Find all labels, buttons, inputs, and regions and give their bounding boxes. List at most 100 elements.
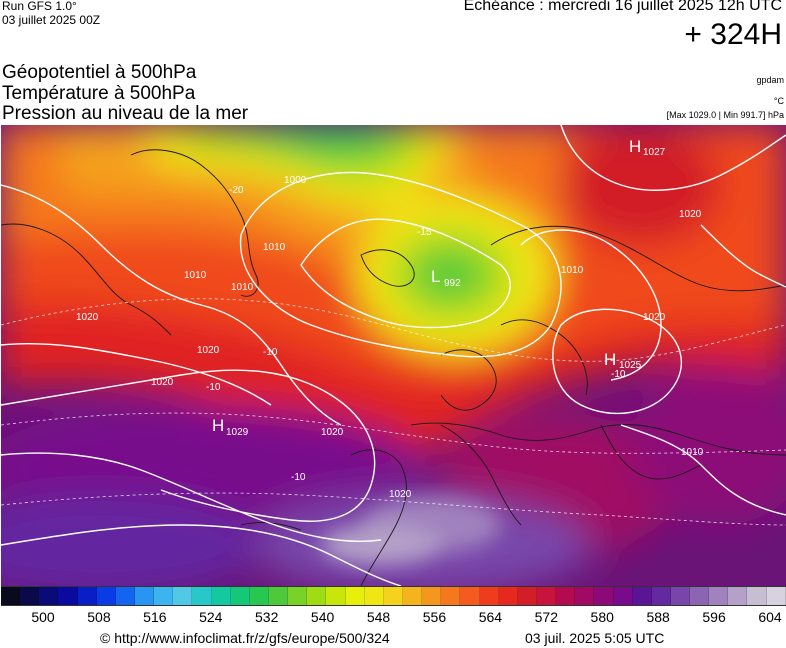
svg-text:H: H <box>629 137 641 156</box>
colorbar-swatch <box>460 587 480 605</box>
colorbar-swatch <box>422 587 442 605</box>
colorbar-swatch <box>690 587 710 605</box>
colorbar-tick-label: 572 <box>534 609 558 625</box>
isobar-label: 1020 <box>389 489 412 500</box>
isobars <box>1 125 786 586</box>
forecast-valid-time: Echéance : mercredi 16 juillet 2025 12h … <box>463 0 782 14</box>
isobar-label: 1020 <box>679 209 702 220</box>
isobar-label: 1020 <box>151 377 174 388</box>
colorbar-swatch <box>556 587 576 605</box>
isobar-label: 1010 <box>681 447 704 458</box>
colorbar-tick-label: 580 <box>590 609 614 625</box>
field-title-pressure: Pression au niveau de la mer <box>2 103 249 124</box>
colorbar-swatch <box>766 587 786 605</box>
isotherm-label: -10 <box>291 472 306 483</box>
colorbar-swatch <box>632 587 652 605</box>
colorbar-ticks: 500 508 516 524 532 540 548 556 564 572 580 588 596 6… <box>0 609 786 627</box>
unit-geopotential: gpdam <box>756 75 784 85</box>
field-title-geopotential: Géopotentiel à 500hPa <box>2 62 197 83</box>
colorbar-swatch <box>39 587 59 605</box>
svg-text:1029: 1029 <box>226 427 249 438</box>
isotherm-label: -10 <box>263 347 278 358</box>
colorbar-swatch <box>728 587 748 605</box>
colorbar-swatch <box>575 587 595 605</box>
colorbar-swatch <box>307 587 327 605</box>
footer-source-url[interactable]: © http://www.infoclimat.fr/z/gfs/europe/… <box>100 630 390 646</box>
isotherms <box>1 298 786 526</box>
svg-text:H: H <box>604 350 616 369</box>
isobar-label: 1010 <box>184 270 207 281</box>
colorbar-tick-label: 604 <box>758 609 782 625</box>
pressure-center-high-1025: H 1025 <box>604 350 642 371</box>
colorbar-swatch <box>479 587 499 605</box>
forecast-lead-time: + 324H <box>684 18 782 51</box>
isotherm-label: -15 <box>417 227 432 238</box>
colorbar-swatch <box>96 587 116 605</box>
isobar-label: 1010 <box>231 282 254 293</box>
colorbar-swatch <box>58 587 78 605</box>
svg-text:L: L <box>431 267 440 286</box>
colorbar-swatch <box>498 587 518 605</box>
colorbar-swatch <box>326 587 346 605</box>
isotherm-label: -10 <box>611 369 626 380</box>
colorbar-tick-label: 596 <box>702 609 726 625</box>
colorbar-swatch <box>594 587 614 605</box>
colorbar-swatch <box>192 587 212 605</box>
isobar-label: 1020 <box>643 312 666 323</box>
colorbar-swatch <box>747 587 767 605</box>
isotherm-label: -10 <box>206 382 221 393</box>
isotherm-label: -20 <box>229 185 244 196</box>
colorbar-swatch <box>288 587 308 605</box>
coastlines <box>1 149 786 586</box>
colorbar-tick-label: 548 <box>366 609 391 625</box>
colorbar-swatch <box>402 587 423 605</box>
isobar-label: 1020 <box>197 345 220 356</box>
field-title-temperature: Température à 500hPa <box>2 83 196 104</box>
isobar-label: 1020 <box>76 312 99 323</box>
weather-map: 1000 1010 1010 1010 1010 1020 1020 1020 … <box>1 125 786 586</box>
colorbar-tick-label: 508 <box>87 609 111 625</box>
pressure-extremes: [Max 1029.0 | Min 991.7] hPa <box>666 110 784 120</box>
isobar-label: 1020 <box>321 427 344 438</box>
pressure-center-low-992: L 992 <box>431 267 461 289</box>
run-label: Run GFS 1.0° <box>2 0 77 13</box>
colorbar-swatch <box>613 587 633 605</box>
isobar-label: 1010 <box>561 265 584 276</box>
colorbar-tick-label: 532 <box>255 609 279 625</box>
pressure-center-high-1027: H 1027 <box>629 137 666 158</box>
colorbar-swatch <box>154 587 174 605</box>
colorbar-swatch <box>383 587 403 605</box>
svg-text:992: 992 <box>444 278 461 289</box>
colorbar-tick-label: 516 <box>143 609 167 625</box>
colorbar-swatch <box>77 587 97 605</box>
colorbar-swatch <box>211 587 231 605</box>
colorbar-tick-label: 540 <box>310 609 335 625</box>
colorbar-swatch <box>249 587 269 605</box>
isobar-label: 1010 <box>263 242 286 253</box>
colorbar-swatch <box>651 587 671 605</box>
colorbar-swatch <box>268 587 289 605</box>
colorbar-swatch <box>1 587 21 605</box>
pressure-center-high-1029: H 1029 <box>212 416 249 438</box>
colorbar-tick-label: 556 <box>422 609 447 625</box>
colorbar-swatch <box>230 587 250 605</box>
colorbar-swatch <box>20 587 40 605</box>
isobar-label: 1000 <box>284 175 307 186</box>
unit-temperature: °C <box>773 96 784 106</box>
colorbar-swatch <box>441 587 461 605</box>
colorbar-swatch <box>364 587 384 605</box>
run-date: 03 juillet 2025 00Z <box>2 13 101 27</box>
colorbar-swatch <box>345 587 365 605</box>
colorbar-swatch <box>517 587 537 605</box>
colorbar-swatch <box>173 587 193 605</box>
svg-text:H: H <box>212 416 224 435</box>
svg-text:1025: 1025 <box>619 360 642 371</box>
colorbar-swatch <box>115 587 135 605</box>
colorbar-swatch <box>134 587 155 605</box>
colorbar-tick-label: 524 <box>199 609 223 625</box>
colorbar-tick-label: 564 <box>478 609 503 625</box>
colorbar-swatch <box>536 587 557 605</box>
colorbar <box>1 586 786 606</box>
svg-text:1027: 1027 <box>643 147 666 158</box>
colorbar-tick-label: 500 <box>31 609 55 625</box>
